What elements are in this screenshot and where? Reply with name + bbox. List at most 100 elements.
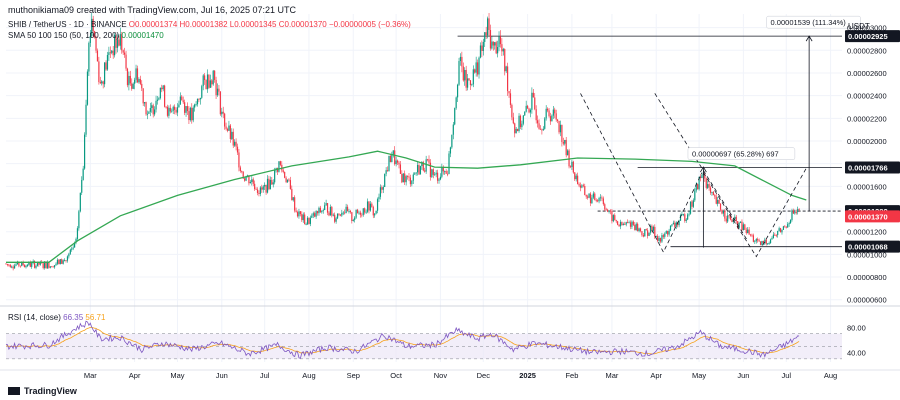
candle-body: [159, 87, 161, 99]
rsi-ma-line: [5, 326, 800, 355]
candle-body: [199, 97, 201, 100]
candle-body: [721, 209, 723, 214]
candle-body: [792, 210, 795, 214]
candle-body: [607, 209, 609, 212]
candle-body: [478, 57, 480, 75]
candle-body: [661, 235, 663, 242]
candle-body: [504, 49, 506, 72]
candle-body: [354, 217, 356, 220]
candle-body: [305, 224, 307, 226]
candle-body: [214, 70, 216, 80]
candle-body: [789, 219, 792, 224]
candle-body: [264, 184, 266, 187]
price-level-label: 0.00001068: [848, 243, 888, 252]
candle-body: [592, 193, 594, 198]
candle-body: [784, 226, 786, 228]
candle-body: [109, 52, 111, 54]
candle-body: [35, 265, 37, 268]
price-axis[interactable]: 0.00003000 0.00002800 0.00002600 0.00002400…: [845, 24, 900, 358]
candle-body: [404, 173, 406, 183]
candle-body: [565, 139, 567, 156]
candle-body: [625, 222, 627, 225]
candle-body: [384, 173, 386, 188]
candle-body: [96, 50, 99, 62]
candle-body: [33, 260, 36, 268]
candle-body: [508, 91, 510, 94]
candle-body: [119, 34, 121, 46]
candle-body: [511, 104, 513, 118]
candle-body: [338, 213, 340, 215]
candle-body: [641, 231, 643, 236]
candle-body: [202, 75, 204, 87]
ohlc-values: O0.00001374 H0.00001382 L0.00001345 C0.0…: [128, 20, 411, 29]
candle-body: [374, 213, 376, 216]
candle-body: [617, 221, 619, 225]
candle-body: [251, 179, 253, 182]
candle-body: [228, 125, 230, 131]
candle-body: [51, 266, 53, 268]
candle-body: [145, 102, 147, 115]
measure-annotations: 0.00001539 (111.34%) 0.00000697 (65.28%) …: [687, 15, 861, 248]
rsi-legend[interactable]: RSI (14, close) 66.35 56.71: [8, 313, 105, 322]
symbol-legend[interactable]: SHIB / TetherUS · 1D · BINANCE O0.000013…: [8, 20, 411, 29]
candle-body: [161, 87, 163, 90]
sma-value: 0.00001470: [121, 31, 164, 40]
candle-body: [645, 229, 647, 231]
candle-body: [678, 220, 680, 226]
price-tick-label: 0.00002800: [847, 46, 887, 55]
candle-body: [375, 210, 377, 214]
candle-body: [101, 81, 103, 84]
time-tick-label: 2025: [519, 371, 536, 380]
candle-body: [604, 204, 606, 210]
candle-body: [615, 220, 617, 222]
sma-label: SMA 50 100 150 (50, 100, 200): [8, 31, 120, 40]
candle-body: [451, 134, 453, 148]
sma-legend[interactable]: SMA 50 100 150 (50, 100, 200) 0.00001470: [8, 31, 164, 40]
candle-body: [701, 174, 703, 179]
candle-body: [416, 164, 419, 173]
candles: [5, 12, 800, 271]
candle-body: [284, 171, 286, 178]
candle-body: [644, 229, 646, 237]
candle-body: [484, 32, 486, 42]
candle-body: [82, 168, 84, 180]
candle-body: [63, 260, 66, 262]
candle-body: [45, 261, 47, 269]
candle-body: [132, 83, 134, 89]
candle-body: [428, 159, 430, 163]
rsi-label: RSI (14, close): [8, 313, 61, 322]
candle-body: [739, 221, 742, 223]
candle-body: [699, 176, 702, 179]
time-axis[interactable]: Mar Apr May Jun Jul Aug Sep Oct Nov Dec 2025 Feb Mar…: [84, 371, 837, 380]
candle-body: [479, 45, 482, 58]
candle-body: [452, 124, 454, 135]
candle-body: [682, 214, 684, 216]
candle-body: [165, 106, 167, 108]
candle-body: [742, 224, 744, 231]
time-tick-label: Mar: [605, 371, 618, 380]
candle-body: [658, 237, 660, 241]
candle-body: [664, 233, 666, 237]
candle-body: [78, 211, 80, 229]
currency-label: USDT: [848, 22, 870, 31]
candle-body: [581, 185, 583, 188]
candle-body: [725, 218, 727, 222]
candle-body: [255, 188, 257, 190]
candle-body: [189, 107, 191, 121]
candle-body: [328, 212, 330, 216]
candle-body: [458, 61, 460, 85]
candle-body: [471, 84, 473, 86]
candle-body: [762, 240, 765, 244]
candle-body: [535, 109, 537, 121]
candle-body: [295, 210, 297, 213]
candle-body: [316, 211, 319, 214]
candle-body: [61, 259, 63, 264]
candle-body: [718, 200, 720, 204]
candle-body: [474, 69, 476, 73]
candle-body: [782, 226, 785, 230]
candle-body: [222, 111, 224, 114]
candle-body: [339, 214, 341, 216]
candle-body: [89, 35, 91, 43]
candle-body: [66, 256, 69, 261]
time-tick-label: Jun: [216, 371, 228, 380]
